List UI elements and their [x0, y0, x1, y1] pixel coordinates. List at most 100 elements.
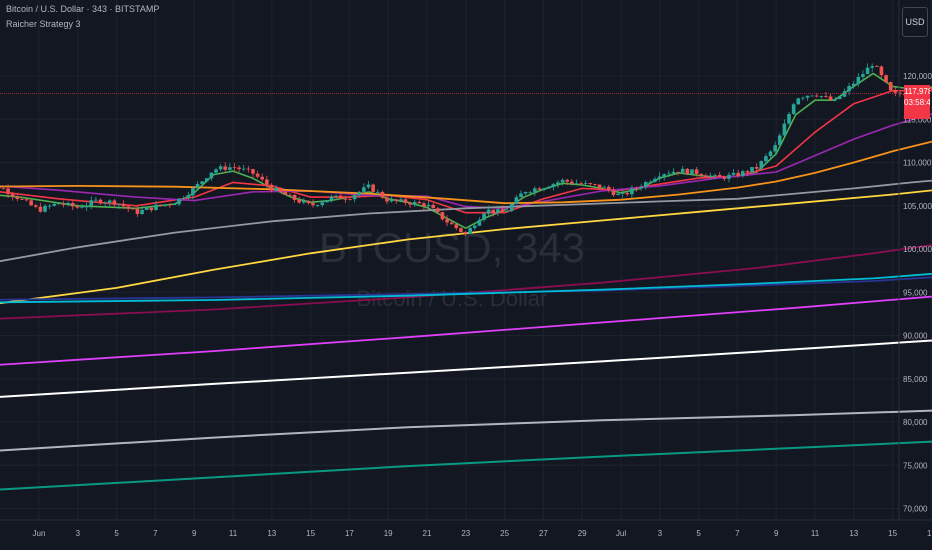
candle-body [699, 174, 704, 176]
y-tick-label: 120,000 [903, 72, 932, 81]
candle-body [394, 199, 399, 201]
x-tick-label: 17 [927, 529, 932, 538]
candle-body [0, 187, 1, 189]
candle-body [537, 188, 542, 190]
x-tick-label: 27 [539, 529, 548, 538]
candle-body [680, 168, 685, 173]
candle-body [574, 183, 579, 185]
candle-body [403, 199, 408, 203]
y-tick-label: 70,000 [903, 505, 928, 514]
y-tick-label: 115,000 [903, 115, 932, 124]
candle-body [833, 99, 838, 101]
time-axis[interactable]: Jun 3 5 7 9 11 13 15 17 19 21 23 25 27 29 Jul 3 5 7 9 11 13 15… [33, 529, 932, 538]
candle-body [764, 156, 768, 162]
candle-body [144, 207, 149, 210]
candle-body [768, 151, 773, 157]
ma-line [0, 189, 932, 305]
x-tick-label: 13 [849, 529, 858, 538]
candle-body [588, 183, 593, 185]
candle-body [172, 204, 177, 206]
candle-body [888, 82, 893, 91]
symbol-title[interactable]: Bitcoin / U.S. Dollar · 343 · BITSTAMP [6, 4, 160, 14]
y-tick-label: 110,000 [903, 159, 932, 168]
x-tick-label: 5 [114, 529, 119, 538]
watermark: BTCUSD, 343 Bitcoin / U.S. Dollar [319, 224, 585, 311]
candle-body [551, 184, 556, 188]
x-tick-label: 29 [578, 529, 587, 538]
candle-body [362, 187, 366, 192]
candle-body [232, 167, 237, 169]
candle-body [861, 74, 865, 77]
candle-body [648, 181, 653, 183]
ma-line [0, 179, 932, 263]
candle-body [408, 202, 412, 205]
candle-body [348, 199, 352, 201]
x-tick-label: 9 [192, 529, 197, 538]
candle-body [463, 232, 468, 234]
candle-body [311, 203, 315, 206]
candle-body [851, 83, 856, 87]
ma-line [0, 295, 932, 366]
candle-body [671, 171, 676, 174]
candle-body [260, 176, 265, 180]
candle-body [690, 169, 694, 174]
candle-body [486, 209, 491, 214]
candle-body [620, 192, 625, 194]
candle-body [625, 192, 630, 195]
candle-body [704, 175, 708, 177]
candle-body [468, 228, 472, 234]
indicator-label[interactable]: Raicher Strategy 3 [6, 19, 81, 29]
candle-body [274, 188, 278, 191]
candle-body [777, 135, 782, 146]
candle-body [593, 184, 597, 185]
candle-body [930, 87, 932, 90]
candle-body [509, 204, 514, 211]
candle-body [796, 98, 801, 105]
candle-body [1, 188, 6, 190]
candle-body [385, 197, 389, 202]
candle-body [805, 95, 810, 98]
currency-button[interactable]: USD [902, 7, 928, 37]
candle-body [754, 167, 759, 169]
candle-body [283, 191, 288, 195]
candle-body [246, 168, 251, 170]
candle-body [717, 174, 722, 177]
candle-body [445, 219, 449, 223]
candle-body [131, 208, 135, 210]
candle-body [70, 202, 75, 207]
candle-body [297, 199, 301, 203]
candle-body [251, 169, 255, 174]
candle-body [191, 188, 195, 196]
x-tick-label: 3 [76, 529, 81, 538]
price-axis[interactable]: 120,000 115,000 110,000 105,000 100,000 95,00… [903, 72, 932, 514]
candle-body [533, 188, 537, 192]
candle-body [514, 197, 519, 205]
candle-body [842, 91, 847, 97]
candle-body [713, 174, 717, 176]
candle-body [898, 92, 902, 94]
candle-body [528, 191, 533, 193]
candle-body [477, 219, 482, 226]
candle-body [366, 184, 371, 188]
candle-body [61, 203, 66, 205]
candle-body [80, 207, 84, 209]
candle-body [6, 188, 10, 194]
candle-body [241, 168, 246, 170]
candle-body [611, 190, 616, 196]
candle-body [436, 208, 440, 213]
x-tick-label: 3 [658, 529, 663, 538]
candle-body [856, 76, 861, 84]
candle-body [204, 178, 209, 182]
candle-body [154, 204, 158, 211]
x-tick-label: 7 [735, 529, 740, 538]
candle-body [288, 194, 292, 196]
candle-body [426, 204, 431, 207]
candle-body [98, 199, 103, 204]
candle-body [158, 204, 163, 206]
candle-body [107, 200, 112, 203]
candle-body [422, 203, 426, 207]
candle-body [209, 172, 214, 179]
candle-body [163, 204, 167, 206]
ma-line [0, 89, 932, 214]
